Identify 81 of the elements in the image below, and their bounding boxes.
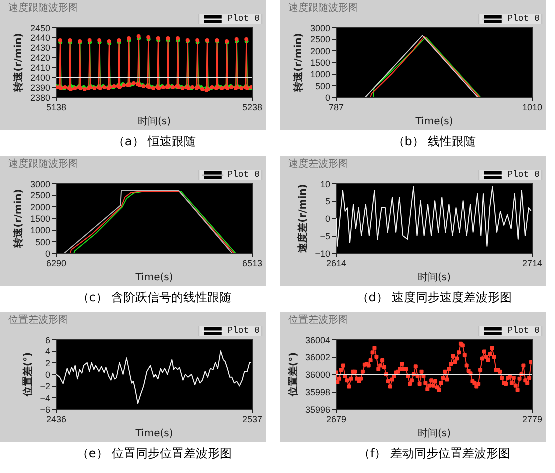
legend-label: Plot 0 <box>228 14 260 24</box>
x-axis-title: 时间(s) <box>138 116 172 128</box>
x-tick-label: 787 <box>328 102 344 112</box>
y-tick-label: 4 <box>45 346 51 357</box>
legend-label: Plot 0 <box>508 14 540 24</box>
y-tick-label: 10 <box>320 180 331 190</box>
y-tick-label: 3000 <box>30 180 51 190</box>
y-axis-title: 转速(r/min) <box>12 189 24 249</box>
y-tick-label: 500 <box>315 81 331 92</box>
text: （a） 恒速跟随 <box>112 134 196 148</box>
y-tick-label: 36002 <box>305 352 331 362</box>
y-tick-label: 35998 <box>305 388 331 398</box>
y-axis-title: 位置差(°) <box>22 352 34 398</box>
legend-label: Plot 0 <box>228 170 260 180</box>
y-tick-label: 2440 <box>30 33 51 43</box>
y-tick-label: 2410 <box>30 63 51 73</box>
x-tick-label: 2779 <box>522 414 543 424</box>
chart-title: 位置差波形图 <box>288 314 348 326</box>
legend-label: Plot 0 <box>508 326 540 336</box>
x-tick-label: 2714 <box>522 258 543 268</box>
y-axis-title: 位置差(°) <box>287 352 300 398</box>
y-tick-label: 1000 <box>30 226 51 236</box>
y-tick-label: 0 <box>45 370 51 380</box>
x-tick-label: 2436 <box>46 414 67 424</box>
y-tick-label: 36004 <box>305 336 331 346</box>
y-tick-label: 2000 <box>310 46 331 56</box>
y-tick-label: 2000 <box>30 202 51 212</box>
x-axis-title: Time(s) <box>134 428 174 440</box>
y-tick-label: 35996 <box>305 405 331 415</box>
chart-title: 速度差波形图 <box>288 158 348 170</box>
y-tick-label: −4 <box>40 393 51 404</box>
text: （d） 速度同步速度差波形图 <box>356 290 512 304</box>
y-tick-label: −5 <box>320 232 331 242</box>
y-tick-label: −10 <box>315 249 331 259</box>
x-axis-title: 时间(s) <box>418 428 452 440</box>
y-tick-label: 500 <box>35 237 51 248</box>
y-tick-label: 2400 <box>30 73 51 83</box>
x-axis-title: Time(s) <box>414 116 454 128</box>
y-tick-label: 6 <box>45 336 51 346</box>
x-tick-label: 2537 <box>242 414 263 424</box>
text: （c） 含阶跃信号的线性跟随 <box>77 290 232 304</box>
y-tick-label: 2450 <box>30 24 51 34</box>
chart-title: 速度跟随波形图 <box>288 2 358 14</box>
y-tick-label: 36000 <box>305 370 331 380</box>
y-tick-label: 1500 <box>30 214 51 224</box>
y-tick-label: 2380 <box>30 93 51 103</box>
x-tick-label: 5138 <box>46 102 67 112</box>
y-tick-label: 1000 <box>310 70 331 80</box>
y-axis-title: 转速(r/min) <box>292 33 304 93</box>
y-tick-label: 0 <box>325 93 331 103</box>
chart-title: 位置差波形图 <box>8 314 68 326</box>
y-tick-label: −2 <box>40 382 51 392</box>
y-tick-label: 3000 <box>310 24 331 34</box>
x-axis-title: 时间(s) <box>418 272 452 284</box>
chart-title: 速度跟随波形图 <box>8 2 78 14</box>
text: （f） 差动同步位置差波形图 <box>358 446 511 460</box>
y-tick-label: 1500 <box>310 58 331 68</box>
y-tick-label: 2420 <box>30 53 51 63</box>
x-tick-label: 2679 <box>326 414 347 424</box>
text: （b） 线性跟随 <box>392 134 476 148</box>
x-tick-label: 6290 <box>46 258 67 268</box>
y-tick-label: 2500 <box>30 190 51 201</box>
y-tick-label: 2 <box>45 358 51 368</box>
x-tick-label: 2614 <box>326 258 347 268</box>
legend-label: Plot 0 <box>508 170 540 180</box>
x-axis-title: Time(s) <box>134 272 174 284</box>
y-tick-label: 0 <box>45 249 51 259</box>
legend-label: Plot 0 <box>228 326 260 336</box>
y-tick-label: 2390 <box>30 83 51 93</box>
y-axis-title: 转速(r/min) <box>12 33 24 93</box>
x-tick-label: 5238 <box>242 102 263 112</box>
text: （e） 位置同步位置差波形图 <box>76 446 232 460</box>
y-tick-label: 5 <box>325 196 331 206</box>
y-tick-label: 0 <box>325 214 331 224</box>
y-axis-title: 速度差(r/min) <box>297 184 310 254</box>
y-tick-label: 2500 <box>310 34 331 45</box>
x-tick-label: 6513 <box>242 258 263 268</box>
chart-title: 速度跟随波形图 <box>8 158 78 170</box>
y-tick-label: −6 <box>40 405 51 415</box>
x-tick-label: 1010 <box>522 102 543 112</box>
y-tick-label: 2430 <box>30 43 51 53</box>
